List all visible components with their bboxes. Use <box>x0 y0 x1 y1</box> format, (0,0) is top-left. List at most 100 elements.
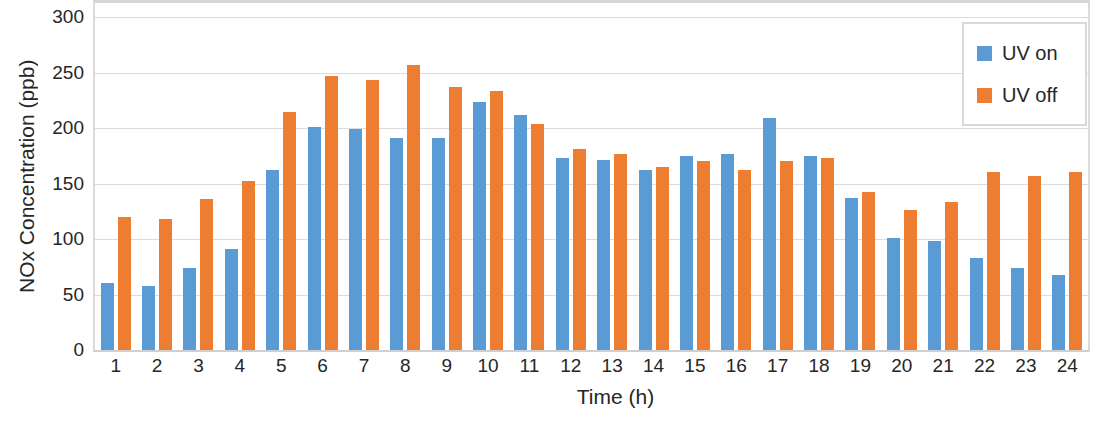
bar-uv-on-h10 <box>473 102 486 350</box>
bar-uv-on-h14 <box>639 170 652 350</box>
bar-uv-off-h17 <box>780 161 793 350</box>
plot-area <box>93 0 1090 352</box>
bar-uv-on-h24 <box>1052 275 1065 350</box>
bar-uv-on-h7 <box>349 129 362 350</box>
bar-uv-on-h11 <box>514 115 527 350</box>
bar-group-h21 <box>923 3 964 350</box>
bar-uv-off-h4 <box>242 181 255 350</box>
bar-uv-on-h5 <box>266 170 279 350</box>
x-tick-label-15: 15 <box>674 356 715 376</box>
bar-group-h4 <box>219 3 260 350</box>
bar-uv-on-h8 <box>390 138 403 350</box>
bar-uv-on-h4 <box>225 249 238 350</box>
bar-group-h18 <box>798 3 839 350</box>
bar-group-h2 <box>136 3 177 350</box>
bar-uv-on-h21 <box>928 241 941 350</box>
x-tick-label-3: 3 <box>178 356 219 376</box>
y-tick-label-250: 250 <box>4 63 84 83</box>
bar-uv-on-h2 <box>142 286 155 350</box>
x-tick-label-16: 16 <box>716 356 757 376</box>
x-tick-label-6: 6 <box>302 356 343 376</box>
bar-group-h1 <box>95 3 136 350</box>
bar-uv-on-h18 <box>804 156 817 350</box>
legend: UV on UV off <box>962 22 1087 126</box>
bar-group-h17 <box>757 3 798 350</box>
x-tick-label-14: 14 <box>633 356 674 376</box>
bar-uv-on-h1 <box>101 283 114 350</box>
bar-uv-on-h23 <box>1011 268 1024 350</box>
x-tick-label-13: 13 <box>592 356 633 376</box>
bar-group-h5 <box>261 3 302 350</box>
y-tick-label-0: 0 <box>4 340 84 360</box>
bar-uv-off-h6 <box>325 76 338 350</box>
x-tick-label-17: 17 <box>757 356 798 376</box>
bar-uv-off-h8 <box>407 65 420 350</box>
bar-uv-off-h11 <box>531 124 544 350</box>
y-tick-label-300: 300 <box>4 7 84 27</box>
legend-label: UV on <box>1002 42 1058 65</box>
legend-swatch-icon <box>977 46 992 61</box>
bar-uv-off-h7 <box>366 80 379 350</box>
x-tick-label-12: 12 <box>550 356 591 376</box>
x-tick-label-8: 8 <box>385 356 426 376</box>
bar-group-h16 <box>716 3 757 350</box>
bar-group-h15 <box>674 3 715 350</box>
bar-uv-off-h3 <box>200 199 213 350</box>
bar-uv-off-h22 <box>987 172 1000 350</box>
bar-group-h11 <box>509 3 550 350</box>
bar-group-h6 <box>302 3 343 350</box>
x-tick-label-24: 24 <box>1047 356 1088 376</box>
x-tick-label-9: 9 <box>426 356 467 376</box>
legend-item-uv-on: UV on <box>977 42 1085 65</box>
bar-uv-off-h20 <box>904 210 917 350</box>
bar-group-h8 <box>385 3 426 350</box>
y-tick-label-150: 150 <box>4 174 84 194</box>
x-tick-label-7: 7 <box>343 356 384 376</box>
legend-label: UV off <box>1002 84 1057 107</box>
bar-group-h20 <box>881 3 922 350</box>
x-tick-label-4: 4 <box>219 356 260 376</box>
x-tick-label-2: 2 <box>136 356 177 376</box>
x-tick-label-18: 18 <box>798 356 839 376</box>
bar-uv-off-h13 <box>614 154 627 350</box>
bar-group-h7 <box>343 3 384 350</box>
bar-group-h3 <box>178 3 219 350</box>
bar-group-h12 <box>550 3 591 350</box>
bar-uv-on-h6 <box>308 127 321 350</box>
bar-uv-off-h5 <box>283 112 296 350</box>
bar-uv-off-h23 <box>1028 176 1041 350</box>
bar-uv-off-h24 <box>1069 172 1082 350</box>
x-axis-title: Time (h) <box>93 385 1098 409</box>
bar-uv-off-h2 <box>159 219 172 350</box>
nox-bar-chart: NOx Concentration (ppb) 0501001502002503… <box>0 0 1098 426</box>
x-tick-label-19: 19 <box>840 356 881 376</box>
bar-group-h13 <box>592 3 633 350</box>
bar-uv-off-h9 <box>449 87 462 350</box>
bar-uv-off-h21 <box>945 202 958 350</box>
bar-uv-off-h18 <box>821 158 834 350</box>
bar-uv-on-h20 <box>887 238 900 350</box>
y-tick-label-50: 50 <box>4 285 84 305</box>
y-tick-label-200: 200 <box>4 118 84 138</box>
x-tick-label-1: 1 <box>95 356 136 376</box>
bar-uv-on-h3 <box>183 268 196 350</box>
bar-group-h14 <box>633 3 674 350</box>
bar-uv-off-h15 <box>697 161 710 350</box>
y-tick-label-100: 100 <box>4 229 84 249</box>
x-tick-label-23: 23 <box>1005 356 1046 376</box>
bar-uv-on-h12 <box>556 158 569 350</box>
bar-uv-on-h17 <box>763 118 776 350</box>
bar-uv-on-h19 <box>845 198 858 350</box>
bar-uv-on-h15 <box>680 156 693 350</box>
bar-uv-on-h22 <box>970 258 983 350</box>
legend-item-uv-off: UV off <box>977 84 1085 107</box>
bar-uv-off-h19 <box>862 192 875 350</box>
legend-swatch-icon <box>977 88 992 103</box>
bar-uv-off-h16 <box>738 170 751 350</box>
bar-uv-off-h10 <box>490 91 503 350</box>
bar-uv-off-h1 <box>118 217 131 350</box>
x-tick-label-11: 11 <box>509 356 550 376</box>
x-tick-label-10: 10 <box>467 356 508 376</box>
x-tick-label-21: 21 <box>923 356 964 376</box>
x-tick-label-22: 22 <box>964 356 1005 376</box>
